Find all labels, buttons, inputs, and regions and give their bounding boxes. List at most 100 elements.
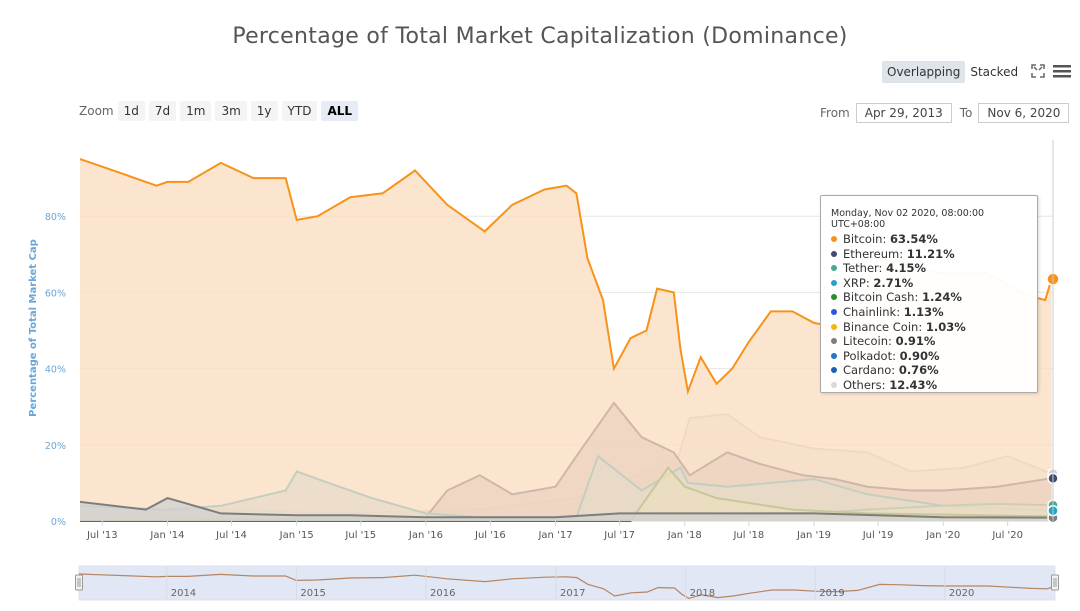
menu-icon[interactable] (1053, 64, 1072, 81)
zoom-1y-button[interactable]: 1y (250, 101, 278, 121)
x-tick-label: Jul '16 (474, 530, 506, 541)
x-tick-label: Jan '16 (408, 530, 443, 541)
x-tick-label: Jul '14 (215, 530, 247, 541)
x-tick-label: Jan '18 (667, 530, 702, 541)
y-axis-title: Percentage of Total Market Cap (28, 239, 39, 417)
tooltip-series-value: 11.21% (906, 246, 955, 261)
fullscreen-icon[interactable] (1031, 63, 1045, 81)
x-tick-label: Jan '17 (537, 530, 572, 541)
series-dot-icon (831, 367, 837, 374)
zoom-selector: Zoom 1d 7d 1m 3m 1y YTD ALL (79, 101, 359, 121)
to-date-input[interactable]: Nov 6, 2020 (978, 103, 1070, 123)
tooltip-row: XRP: 2.71% (831, 276, 1037, 291)
zoom-ytd-button[interactable]: YTD (281, 101, 318, 121)
y-tick-label: 20% (45, 441, 66, 452)
tooltip-row: Binance Coin: 1.03% (831, 320, 1037, 335)
series-dot-icon (831, 381, 837, 388)
navigator-series (78, 573, 1054, 600)
zoom-label: Zoom (79, 104, 114, 118)
navigator-label: 2016 (430, 588, 455, 599)
tooltip-row: Tether: 4.15% (831, 261, 1037, 276)
zoom-3m-button[interactable]: 3m (215, 101, 247, 121)
tooltip-row: Others: 12.43% (831, 378, 1037, 393)
tooltip-series-name: Bitcoin Cash (843, 290, 915, 305)
tooltip-series-name: Ethereum (843, 246, 900, 261)
x-tick-label: Jul '20 (991, 530, 1023, 541)
tooltip-series-name: Polkadot (843, 348, 893, 363)
tooltip-series-value: 2.71% (873, 275, 914, 290)
tooltip-series-value: 63.54% (889, 232, 938, 246)
tooltip-date: Monday, Nov 02 2020, 08:00:00 UTC+08:00 (831, 208, 985, 230)
navigator-label: 2014 (171, 588, 196, 599)
navigator-mask[interactable] (79, 566, 1055, 600)
mode-toggle: Overlapping Stacked (882, 60, 1072, 84)
x-tick-label: Jan '19 (796, 530, 831, 541)
series-dot-icon (831, 279, 837, 286)
tooltip-row: Litecoin: 0.91% (831, 334, 1037, 349)
series-area (80, 159, 1052, 521)
series-dot-icon (831, 236, 837, 242)
to-label: To (959, 106, 973, 120)
series-dot-icon (831, 352, 837, 359)
tooltip-row: Cardano: 0.76% (831, 363, 1037, 378)
tooltip-series-value: 0.76% (898, 363, 939, 378)
tooltip-series-value: 4.15% (886, 261, 926, 276)
navigator-right-handle[interactable] (1051, 574, 1059, 591)
zoom-7d-button[interactable]: 7d (148, 101, 177, 121)
tooltip-row: Chainlink: 1.13% (831, 305, 1037, 320)
tooltip-row: Ethereum: 11.21% (831, 247, 1037, 262)
tooltip-series-value: 0.91% (895, 334, 936, 349)
series-dot-icon (831, 338, 837, 345)
y-tick-label: 40% (45, 365, 66, 376)
navigator-label: 2019 (819, 588, 844, 599)
series-dot-icon (831, 308, 837, 315)
y-tick-label: 80% (45, 212, 66, 223)
stacked-button[interactable]: Stacked (970, 65, 1019, 79)
date-range: From Apr 29, 2013 To Nov 6, 2020 (820, 103, 1077, 123)
tooltip: Monday, Nov 02 2020, 08:00:00 UTC+08:00 … (820, 195, 1038, 393)
series-area (80, 498, 1052, 521)
zoom-1m-button[interactable]: 1m (180, 101, 212, 121)
from-label: From (820, 106, 850, 120)
x-tick-label: Jul '19 (862, 530, 894, 541)
navigator-left-handle[interactable] (75, 574, 83, 591)
tooltip-series-value: 1.03% (925, 319, 966, 334)
x-tick-label: Jan '20 (925, 530, 960, 541)
overlapping-button[interactable]: Overlapping (882, 61, 966, 83)
tooltip-row: Bitcoin: 63.54% (831, 232, 1037, 247)
navigator-label: 2018 (690, 588, 715, 599)
series-litecoin[interactable] (79, 497, 1052, 521)
tooltip-series-name: Chainlink (843, 304, 897, 319)
x-tick-label: Jul '18 (732, 530, 764, 541)
tooltip-series-name: Bitcoin (843, 232, 883, 246)
series-dot-icon (831, 323, 837, 330)
tooltip-series-value: 1.13% (903, 304, 944, 319)
from-date-input[interactable]: Apr 29, 2013 (855, 103, 952, 123)
series-dot-icon (831, 250, 837, 257)
tooltip-row: Bitcoin Cash: 1.24% (831, 290, 1037, 305)
tooltip-series-value: 0.90% (899, 348, 940, 363)
x-tick-label: Jul '17 (603, 530, 635, 541)
tooltip-series-name: Others (843, 377, 882, 392)
x-tick-label: Jul '15 (344, 530, 376, 541)
tooltip-series-name: Cardano (843, 363, 892, 378)
navigator-label: 2020 (949, 588, 974, 599)
tooltip-series-value: 1.24% (921, 290, 962, 305)
tooltip-row: Polkadot: 0.90% (831, 349, 1037, 364)
zoom-1d-button[interactable]: 1d (117, 101, 145, 121)
y-tick-label: 60% (45, 288, 66, 299)
series-dot-icon (831, 294, 837, 301)
zoom-all-button[interactable]: ALL (321, 101, 359, 121)
tooltip-series-name: Litecoin (843, 334, 889, 349)
series-dot-icon (831, 265, 837, 272)
x-tick-label: Jan '15 (279, 530, 314, 541)
tooltip-series-value: 12.43% (889, 377, 938, 392)
navigator-label: 2017 (560, 588, 585, 599)
tooltip-series-name: Tether (843, 261, 879, 276)
series-line (79, 497, 1052, 519)
navigator-label: 2015 (300, 588, 325, 599)
y-tick-label: 0% (51, 517, 66, 528)
x-tick-label: Jul '13 (86, 530, 118, 541)
tooltip-series-name: Binance Coin (843, 319, 919, 334)
